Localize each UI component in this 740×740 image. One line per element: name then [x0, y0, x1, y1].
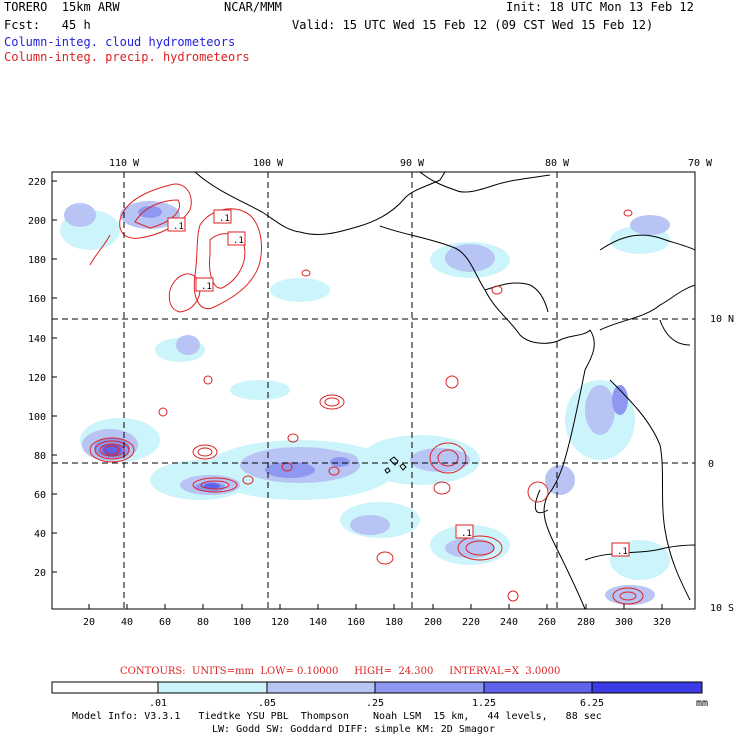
- lat-label: 0: [708, 459, 714, 470]
- x-tick-label: 20: [83, 617, 95, 628]
- color-legend: [51, 681, 703, 694]
- x-tick-label: 40: [121, 617, 133, 628]
- y-tick-label: 140: [28, 334, 46, 345]
- init-time: Init: 18 UTC Mon 13 Feb 12: [506, 0, 694, 14]
- y-tick-label: 180: [28, 255, 46, 266]
- y-tick-label: 20: [34, 568, 46, 579]
- legend-ticks: .01 .05 .25 1.25 6.25 mm: [149, 698, 708, 709]
- y-tick-labels: 220 200 180 160 140 120 100 80 60 40 20: [28, 177, 46, 579]
- contour-label: .1: [173, 222, 184, 232]
- x-tick-label: 220: [462, 617, 480, 628]
- x-tick-label: 120: [271, 617, 289, 628]
- coastlines: [194, 172, 695, 609]
- x-tick-label: 60: [159, 617, 171, 628]
- x-tick-label: 100: [233, 617, 251, 628]
- model-info-line-2: LW: Godd SW: Goddard DIFF: simple KM: 2D…: [212, 724, 495, 735]
- model-info-line-1: Model Info: V3.3.1 Tiedtke YSU PBL Thomp…: [72, 711, 602, 722]
- model-label: TORERO 15km ARW: [4, 0, 120, 14]
- contour-label: .1: [461, 529, 472, 539]
- x-tick-label: 300: [615, 617, 633, 628]
- forecast-hour: Fcst: 45 h: [4, 18, 91, 32]
- contour-label: .1: [201, 282, 212, 292]
- x-tick-label: 160: [347, 617, 365, 628]
- y-tick-label: 120: [28, 373, 46, 384]
- y-tick-label: 60: [34, 490, 46, 501]
- lon-label: 100 W: [253, 158, 284, 169]
- precip-contours: [89, 183, 644, 605]
- cloud-field-title: Column-integ. cloud hydrometeors: [4, 35, 236, 49]
- y-tick-label: 80: [34, 451, 46, 462]
- center-label: NCAR/MMM: [224, 0, 282, 14]
- x-tick-labels: 20 40 60 80 100 120 140 160 180 200 220 …: [83, 617, 671, 628]
- lon-label: 80 W: [545, 158, 570, 169]
- x-tick-label: 80: [197, 617, 209, 628]
- y-tick-label: 200: [28, 216, 46, 227]
- x-tick-label: 180: [385, 617, 403, 628]
- x-tick-label: 240: [500, 617, 518, 628]
- legend-tick: 1.25: [472, 698, 496, 709]
- lon-label: 90 W: [400, 158, 425, 169]
- y-tick-label: 160: [28, 294, 46, 305]
- contour-label: .1: [233, 236, 244, 246]
- legend-tick: .25: [366, 698, 384, 709]
- x-tick-label: 280: [577, 617, 595, 628]
- contours-info: CONTOURS: UNITS=mm LOW= 0.10000 HIGH= 24…: [120, 666, 561, 677]
- contour-label-texts: .1 .1 .1 .1 .1 .1: [173, 214, 628, 557]
- legend-tick: .01: [149, 698, 167, 709]
- precip-field-title: Column-integ. precip. hydrometeors: [4, 50, 250, 64]
- hydrometeor-shading: [60, 201, 670, 605]
- contour-label-boxes: [167, 209, 630, 557]
- lat-label: 10 N: [710, 314, 734, 325]
- y-tick-label: 220: [28, 177, 46, 188]
- latitude-labels: 10 N 0 10 S: [708, 314, 734, 614]
- y-tick-label: 40: [34, 529, 46, 540]
- y-tick-label: 100: [28, 412, 46, 423]
- plot-frame: [51, 171, 696, 610]
- lon-label: 70 W: [688, 158, 713, 169]
- x-tick-label: 200: [424, 617, 442, 628]
- x-tick-label: 140: [309, 617, 327, 628]
- contour-label: .1: [219, 214, 230, 224]
- legend-unit: mm: [696, 698, 708, 709]
- lat-label: 10 S: [710, 603, 734, 614]
- graticule: [52, 172, 695, 609]
- longitude-labels: 110 W 100 W 90 W 80 W 70 W: [109, 158, 713, 169]
- contour-label: .1: [617, 547, 628, 557]
- x-tick-label: 320: [653, 617, 671, 628]
- x-tick-label: 260: [538, 617, 556, 628]
- valid-time: Valid: 15 UTC Wed 15 Feb 12 (09 CST Wed …: [292, 18, 654, 32]
- legend-tick: .05: [258, 698, 276, 709]
- axis-ticks: [52, 180, 663, 609]
- legend-tick: 6.25: [580, 698, 604, 709]
- lon-label: 110 W: [109, 158, 140, 169]
